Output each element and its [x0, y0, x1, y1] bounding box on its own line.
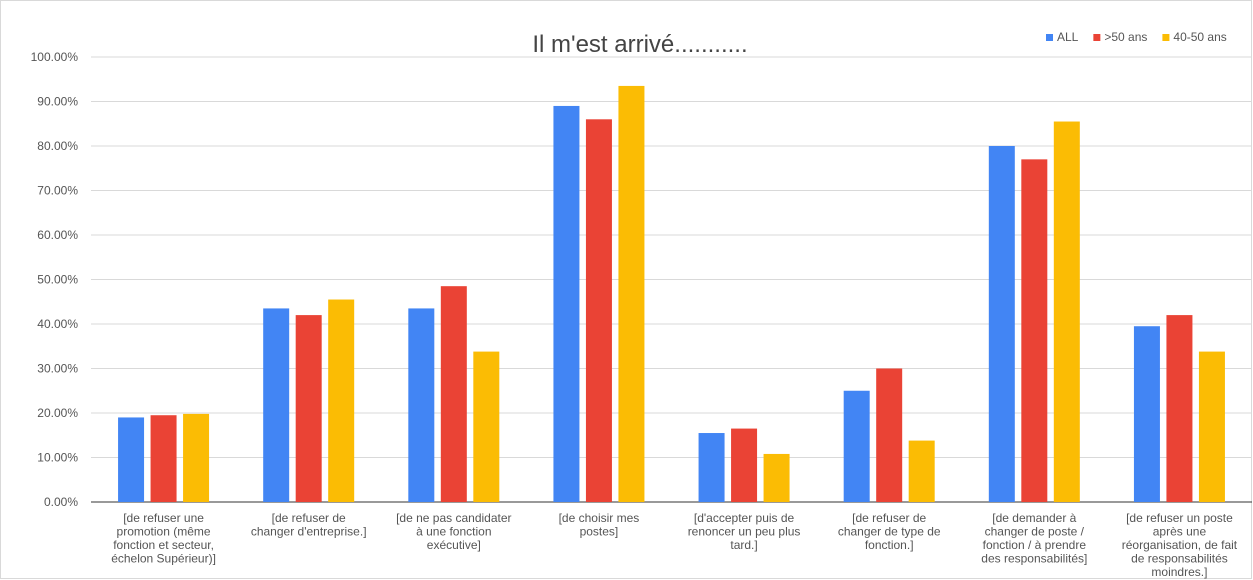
bar: [118, 417, 145, 502]
legend-label: >50 ans: [1104, 30, 1147, 44]
y-tick-label: 40.00%: [37, 317, 78, 331]
bar: [553, 105, 580, 502]
bar: [1053, 121, 1080, 503]
bar: [763, 453, 790, 502]
bar: [263, 308, 290, 502]
chart-title: Il m'est arrivé...........: [532, 31, 747, 58]
y-tick-label: 60.00%: [37, 228, 78, 242]
y-tick-label: 50.00%: [37, 273, 78, 287]
bar: [1133, 326, 1160, 502]
y-tick-label: 0.00%: [44, 495, 78, 509]
bar: [295, 315, 322, 502]
bar: [440, 286, 467, 502]
y-tick-label: 20.00%: [37, 406, 78, 420]
bar: [408, 308, 435, 502]
category-labels: [de refuser une promotion (même fonction e…: [111, 511, 1238, 579]
bar: [1198, 351, 1225, 502]
bar: [150, 415, 177, 502]
y-tick-label: 90.00%: [37, 95, 78, 109]
bar: [731, 428, 758, 502]
legend-label: 40-50 ans: [1173, 30, 1226, 44]
category-label: [de refuser un poste après une réorganisat…: [1122, 511, 1238, 579]
bar: [876, 368, 903, 502]
bar: [1166, 315, 1193, 502]
category-label: [de refuser une promotion (même fonction e…: [111, 511, 216, 566]
bar: [1021, 159, 1048, 502]
bars: [118, 85, 1225, 503]
y-tick-label: 30.00%: [37, 362, 78, 376]
category-label: [de refuser de changer de type de fonction…: [838, 511, 941, 552]
bar: [585, 119, 612, 503]
legend-swatch: [1093, 34, 1101, 41]
y-tick-label: 70.00%: [37, 184, 78, 198]
legend-label: ALL: [1057, 30, 1079, 44]
category-label: [de refuser de changer d'entreprise.]: [251, 511, 367, 539]
category-label: [de ne pas candidater à une fonction exécu…: [396, 511, 511, 552]
bar: [843, 390, 870, 502]
category-label: [de demander à changer de poste / fonction…: [981, 511, 1087, 566]
bar: [988, 146, 1015, 502]
legend-swatch: [1046, 34, 1053, 41]
bar: [473, 351, 500, 502]
legend-swatch: [1162, 34, 1170, 41]
bar: [698, 433, 725, 502]
y-axis-ticks: 0.00% 10.00% 20.00% 30.00% 40.00% 50.00% 60.00…: [31, 50, 79, 509]
category-label: [de choisir mes postes]: [559, 511, 640, 539]
bar: [908, 440, 935, 502]
bar: [328, 299, 355, 502]
bar: [183, 413, 210, 502]
legend: ALL >50 ans 40-50 ans: [1046, 30, 1227, 44]
y-tick-label: 100.00%: [31, 50, 79, 64]
y-tick-label: 80.00%: [37, 139, 78, 153]
bar: [618, 85, 645, 503]
category-label: [d'accepter puis de renoncer un peu plus t…: [688, 511, 801, 552]
y-tick-label: 10.00%: [37, 451, 78, 465]
